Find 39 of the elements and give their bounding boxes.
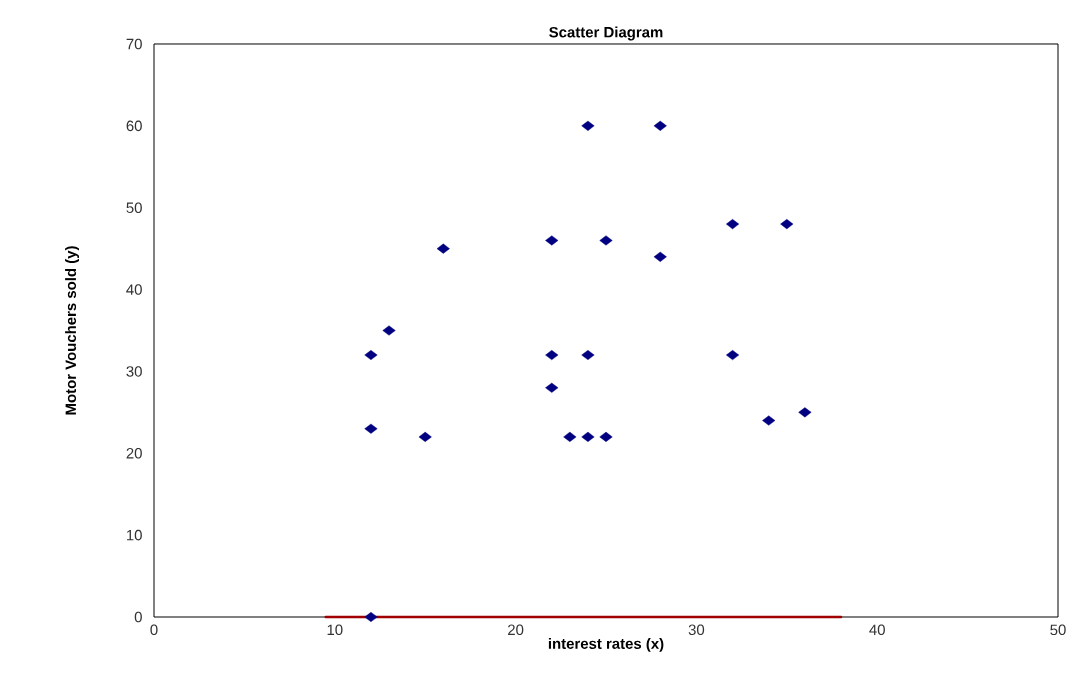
x-tick-label: 50	[1050, 624, 1066, 636]
point	[653, 120, 667, 131]
point	[581, 431, 595, 442]
point	[364, 350, 378, 361]
y-tick-label: 70	[126, 38, 142, 50]
point	[599, 431, 613, 442]
y-tick-label: 60	[126, 120, 142, 132]
point	[563, 431, 577, 442]
point	[599, 235, 613, 246]
point	[382, 325, 396, 336]
point	[798, 407, 812, 418]
x-tick-label: 20	[508, 624, 524, 636]
y-tick-label: 40	[126, 284, 142, 295]
y-tick-label: 0	[134, 611, 142, 623]
y-tick-label: 50	[126, 202, 142, 213]
x-axis-title: interest rates (x)	[548, 637, 664, 652]
y-tick-label: 20	[126, 447, 142, 459]
point	[418, 431, 432, 442]
point	[653, 251, 667, 262]
x-tick-label: 10	[327, 624, 343, 636]
point	[436, 243, 450, 254]
x-tick-label: 40	[869, 624, 885, 636]
y-tick-label: 10	[127, 529, 142, 541]
point	[545, 235, 559, 246]
y-tick-label: 30	[126, 366, 142, 377]
x-tick-label: 0	[150, 624, 158, 636]
point	[364, 612, 378, 622]
point	[726, 219, 740, 230]
point	[726, 350, 740, 361]
point	[581, 120, 595, 131]
x-tick-label: 30	[688, 624, 705, 636]
point	[545, 350, 559, 361]
chart-title: Scatter Diagram	[549, 26, 663, 41]
point	[581, 350, 595, 361]
point	[364, 423, 378, 434]
y-axis-title: Motor Vouchers sold (y)	[65, 246, 80, 415]
point	[780, 219, 794, 230]
point	[762, 415, 776, 426]
point	[545, 382, 559, 393]
